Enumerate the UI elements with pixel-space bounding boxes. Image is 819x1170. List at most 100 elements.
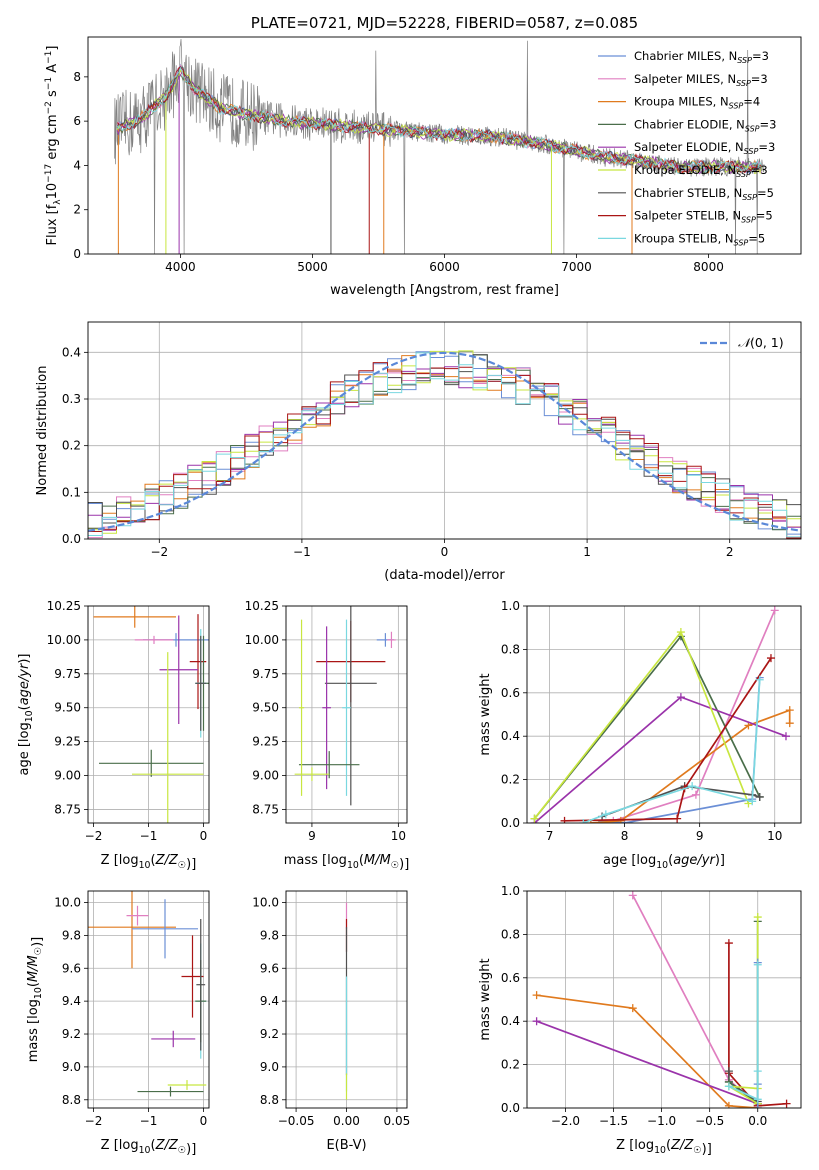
weight-marker — [770, 606, 779, 615]
y-tick-label: 0.0 — [501, 1101, 520, 1115]
weight-marker — [766, 654, 775, 663]
errorbar-point — [132, 899, 198, 959]
x-tick-label: 6000 — [429, 260, 460, 274]
weight-marker — [748, 797, 757, 806]
x-tick-label: −1 — [140, 829, 158, 843]
x-tick-label: 7000 — [561, 260, 592, 274]
x-tick-label: 1 — [583, 545, 591, 559]
weight_vs_age-series — [530, 606, 794, 823]
y-tick-label: 0.6 — [501, 686, 520, 700]
y-tick-label: 4 — [73, 158, 81, 172]
weight-marker — [724, 1082, 733, 1091]
age_vs_Z-errorbars — [93, 606, 209, 823]
x-tick-label: −2 — [85, 1114, 103, 1128]
x-tick-label: −0.5 — [695, 1114, 724, 1128]
weight-marker — [785, 719, 794, 728]
weight_vs_Z-axes: −2.0 −1.5 −1.0 −0.5 0.0 0.0 0.2 0.4 0.6 0.8 1.0 — [501, 884, 801, 1128]
weight-series-line — [728, 943, 787, 1107]
weight-series-line — [728, 964, 759, 1101]
weight-series-line — [536, 994, 758, 1108]
weight-series-line — [728, 917, 759, 1105]
age_vs_mass-axes: 9 10 8.75 9.00 9.25 9.50 9.75 10.00 10.25 — [245, 599, 407, 843]
y-tick-label: 9.75 — [54, 667, 81, 681]
y-tick-label: 10.0 — [54, 896, 81, 910]
y-tick-label: 9.25 — [252, 735, 279, 749]
spectrum-model-line — [116, 67, 762, 174]
spectrum-legend: Chabrier MILES, NSSP=3 Salpeter MILES, NS… — [598, 49, 776, 247]
weight-series-line — [613, 609, 776, 822]
y-tick-label: 0.4 — [501, 729, 520, 743]
x-tick-label: −0.05 — [278, 1114, 315, 1128]
y-tick-label: 2 — [73, 203, 81, 217]
y-tick-label: 0.8 — [501, 927, 520, 941]
y-tick-label: 0.2 — [501, 773, 520, 787]
x-tick-label: 9 — [696, 829, 704, 843]
y-tick-label: 9.4 — [62, 994, 81, 1008]
normal-curve — [88, 351, 801, 532]
errorbar-point — [126, 905, 149, 926]
x-tick-label: 4000 — [165, 260, 196, 274]
y-tick-label: 8.75 — [54, 802, 81, 816]
chart-title: PLATE=0721, MJD=52228, FIBERID=0587, z=0… — [251, 14, 638, 32]
y-tick-label: 9.00 — [54, 769, 81, 783]
weight_vs_age-axes: 7 8 9 10 0.0 0.2 0.4 0.6 0.8 1.0 — [501, 599, 801, 843]
x-tick-label: 8 — [621, 829, 629, 843]
mass_vs_Z-axes: −2 −1 0 8.8 9.0 9.2 9.4 9.6 9.8 10.0 — [54, 891, 209, 1128]
spectrum-model-line — [116, 66, 762, 175]
weight-marker — [628, 891, 637, 900]
y-tick-label: 10.00 — [47, 633, 81, 647]
errorbar-point — [93, 606, 176, 628]
weight-marker — [753, 1095, 762, 1104]
y-tick-label: 0.0 — [62, 532, 81, 546]
legend-entry: 𝒩(0, 1) — [738, 335, 784, 350]
y-axis-label: Normed distribution — [35, 366, 50, 496]
mass_vs_ebv-frame — [285, 890, 408, 1109]
histogram-step — [88, 350, 801, 534]
x-axis-label: wavelength [Angstrom, rest frame] — [330, 283, 559, 298]
errorbar-point — [151, 1030, 196, 1048]
errorbar-point — [298, 619, 305, 796]
y-axis-label: Flux [fλ10−17 erg cm−2 s−1 A−1] — [44, 46, 63, 246]
weight-marker — [753, 913, 762, 922]
weight-marker — [753, 1104, 762, 1108]
weight-marker — [781, 732, 790, 741]
errorbar-point — [167, 1080, 207, 1090]
histogram-step — [88, 350, 801, 531]
y-tick-label: 9.8 — [62, 928, 81, 942]
weight-marker — [532, 1017, 541, 1026]
x-axis-label: Z [log10(Z/Z☉)] — [101, 1138, 197, 1157]
errorbar-point — [181, 935, 204, 1018]
mass_vs_Z-frame — [87, 890, 210, 1109]
x-tick-label: −2 — [150, 545, 168, 559]
weight-marker — [753, 1067, 762, 1076]
weight-marker — [724, 939, 733, 948]
spectrum-model-line — [116, 69, 762, 175]
y-tick-label: 1.0 — [501, 599, 520, 613]
x-axis-label: (data-model)/error — [384, 568, 505, 583]
weight-marker — [579, 819, 588, 823]
errorbar-point — [134, 635, 174, 644]
x-tick-label: −1 — [140, 1114, 158, 1128]
y-tick-label: 9.0 — [62, 1060, 81, 1074]
y-tick-label: 0.6 — [501, 971, 520, 985]
histogram-step — [88, 351, 801, 535]
y-tick-label: 10.25 — [47, 599, 81, 613]
legend-entry: Salpeter STELIB, NSSP=5 — [634, 209, 773, 225]
errorbar-point — [99, 749, 204, 777]
x-axis-label: Z [log10(Z/Z☉)] — [616, 1138, 712, 1157]
x-tick-label: 10 — [391, 829, 406, 843]
weight-marker — [616, 816, 625, 823]
x-tick-label: 8000 — [693, 260, 724, 274]
weight-series-line — [582, 679, 761, 823]
y-tick-label: 6 — [73, 114, 81, 128]
legend-entry: Salpeter MILES, NSSP=3 — [634, 72, 768, 88]
weight-marker — [688, 782, 697, 791]
errorbar-point — [322, 626, 331, 790]
weight-marker — [755, 792, 764, 801]
legend-entry: Kroupa STELIB, NSSP=5 — [634, 231, 765, 247]
weight_vs_age-frame — [526, 605, 802, 824]
y-tick-label: 9.50 — [54, 701, 81, 715]
errorbar-point — [342, 619, 351, 796]
weight-marker — [673, 814, 682, 823]
legend-entry: Salpeter ELODIE, NSSP=3 — [634, 140, 775, 156]
